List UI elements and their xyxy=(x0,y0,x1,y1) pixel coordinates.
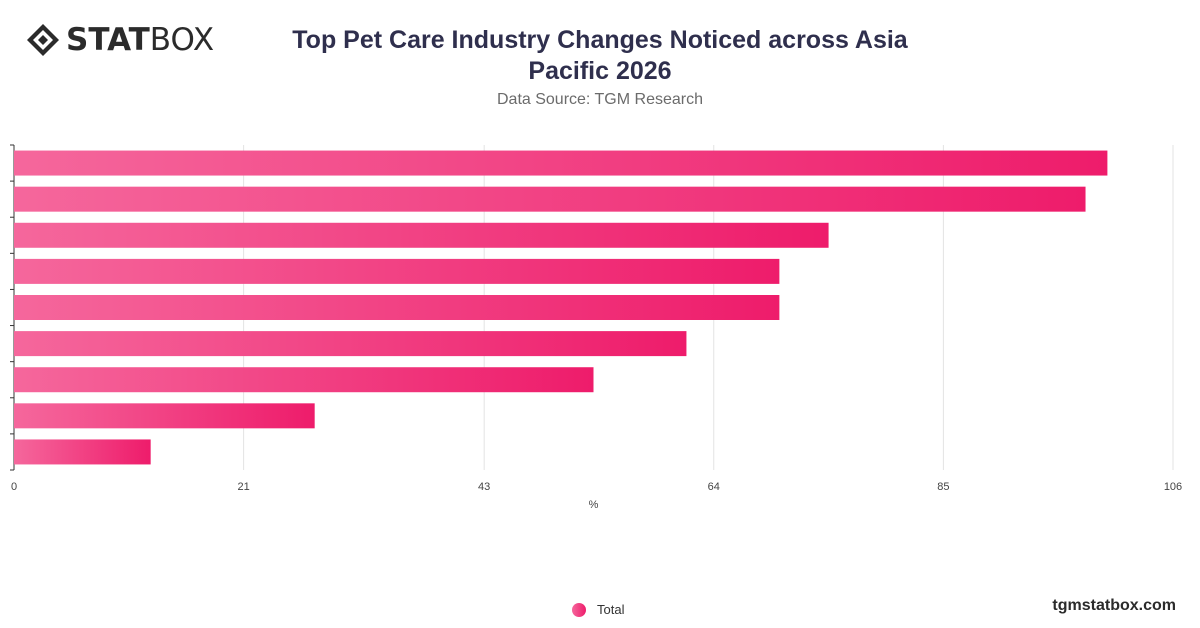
logo-wordmark: STATBOX xyxy=(66,22,215,58)
bar[interactable] xyxy=(14,222,829,248)
bar[interactable] xyxy=(14,150,1108,176)
bar[interactable] xyxy=(14,295,780,320)
bar[interactable] xyxy=(14,186,1086,212)
diamond-logo-icon xyxy=(27,24,59,56)
statbox-logo: STATBOX xyxy=(26,22,214,58)
x-tick-label: 85 xyxy=(937,481,949,493)
chart-title: Top Pet Care Industry Changes Noticed ac… xyxy=(292,26,908,85)
x-tick-label: 106 xyxy=(1164,481,1182,493)
x-tick-label: 64 xyxy=(708,481,720,493)
legend-marker xyxy=(572,602,586,617)
bar[interactable] xyxy=(14,367,594,393)
site-footer: tgmstatbox.com xyxy=(1052,597,1176,614)
bar[interactable] xyxy=(14,258,780,284)
chart-subtitle: Data Source: TGM Research xyxy=(496,91,703,108)
bar[interactable] xyxy=(14,331,687,357)
bar[interactable] xyxy=(14,439,151,465)
bar[interactable] xyxy=(14,403,315,429)
x-tick-label: 21 xyxy=(237,481,249,493)
legend-label: Total xyxy=(597,602,625,617)
x-tick-label: 0 xyxy=(11,481,17,493)
x-tick-label: 43 xyxy=(478,481,490,493)
legend-item-total[interactable]: Total xyxy=(572,602,624,617)
x-axis-label: % xyxy=(589,499,599,511)
